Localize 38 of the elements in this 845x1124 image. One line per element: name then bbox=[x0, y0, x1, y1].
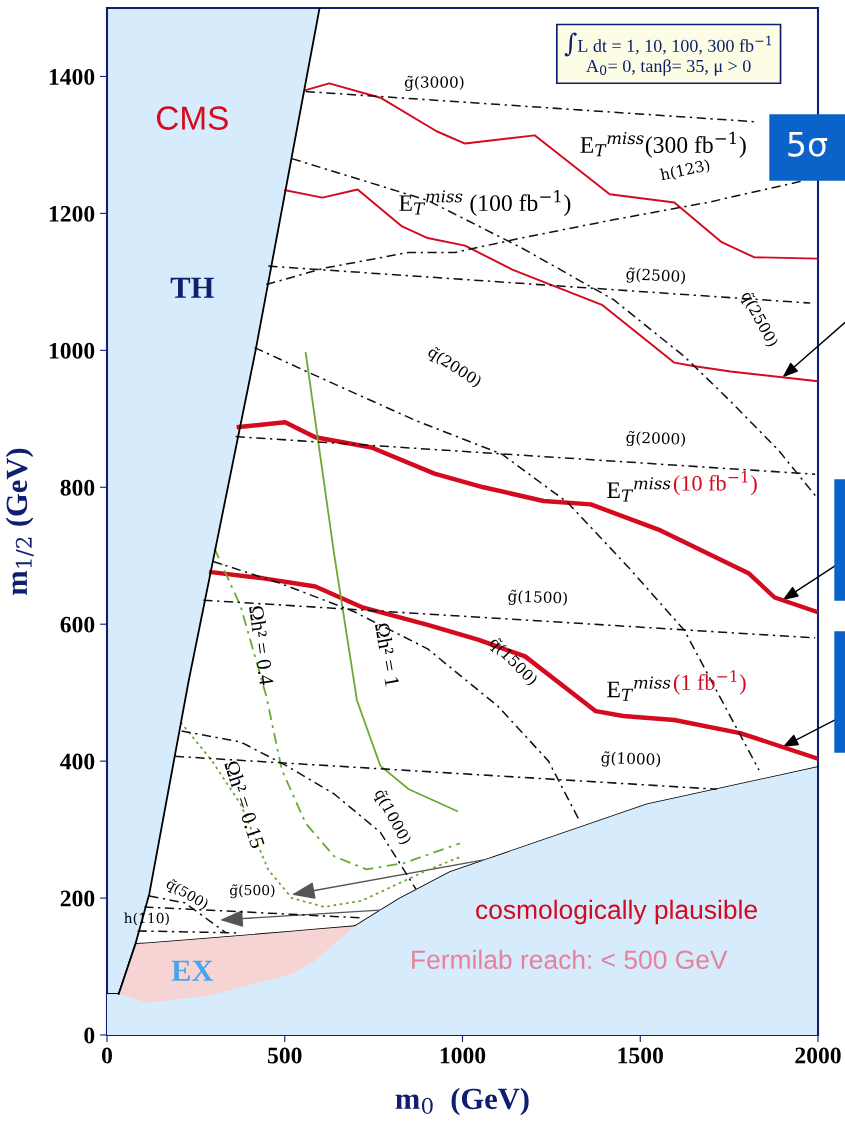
y-tick-label: 200 bbox=[60, 890, 95, 907]
x-tick-label: 1500 bbox=[618, 1047, 663, 1064]
annotation: CMS bbox=[156, 106, 228, 130]
y-tick-label: 600 bbox=[60, 616, 95, 633]
annotation: h(123) bbox=[659, 158, 711, 183]
x-tick-label: 1000 bbox=[440, 1047, 486, 1064]
text: ∫L dt = 1, 10, 100, 300 fb$^{−1}$ A$_{0}$= 0, tanβ= 35, μ > 0 bbox=[564, 32, 772, 76]
y-tick-label: 1200 bbox=[49, 205, 95, 222]
y-tick-label: 800 bbox=[60, 479, 95, 496]
annotation: g̃(500) bbox=[229, 884, 275, 899]
y-tick-label: 1400 bbox=[49, 68, 95, 85]
annotation: g̃(2000) bbox=[626, 430, 686, 448]
y-tick-label: 400 bbox=[60, 753, 95, 770]
annotation: g̃(1500) bbox=[508, 589, 568, 607]
annotation: EX bbox=[171, 960, 214, 981]
annotation: E$_{T}$$^{miss}$ (100 fb$^{−1}$) bbox=[399, 190, 571, 216]
x-tick-label: 2000 bbox=[795, 1047, 841, 1064]
annotation: E$_{T}$$^{miss}$ bbox=[607, 477, 671, 502]
annotation: Fermilab reach: < 500 GeV bbox=[412, 949, 728, 970]
annotation: g̃(2500) bbox=[626, 267, 686, 286]
annotation: TH bbox=[170, 277, 214, 298]
x-tick-label: 500 bbox=[267, 1047, 302, 1064]
annotation: Ωh² = 0.15 bbox=[224, 759, 266, 849]
y-tick-label: 1000 bbox=[49, 342, 95, 359]
annotation: (1 fb$^{−1}$) bbox=[673, 670, 746, 695]
annotation: (10 fb$^{−1}$) bbox=[673, 470, 757, 496]
annotation: g̃(1000) bbox=[601, 751, 661, 769]
y-axis-title: m$_{1/2}$ (GeV) bbox=[5, 448, 34, 595]
annotation: E$_{T}$$^{miss}$ bbox=[607, 676, 671, 701]
y-tick-label: 0 bbox=[84, 1027, 95, 1044]
x-tick-label: 0 bbox=[102, 1047, 112, 1064]
annotation: g̃(3000) bbox=[404, 75, 464, 91]
annotation: E$_{T}$$^{miss}$(300 fb$^{−1}$) bbox=[580, 131, 746, 158]
annotation: cosmologically plausible bbox=[476, 899, 757, 925]
annotation: Ωh² = 1 bbox=[374, 622, 401, 687]
x-axis-title: m$_{0}$ (GeV) bbox=[395, 1087, 529, 1116]
annotation: 5σ bbox=[788, 131, 828, 157]
annotation: Ωh² = 0.4 bbox=[248, 605, 275, 686]
